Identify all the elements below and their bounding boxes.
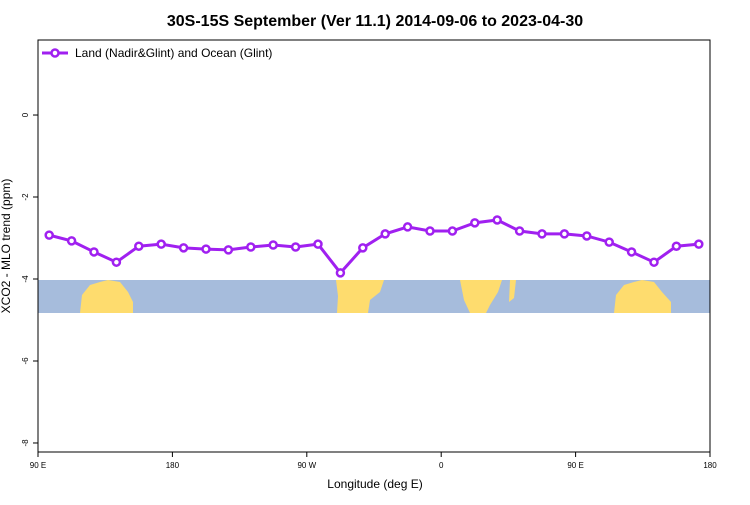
point bbox=[66, 236, 77, 246]
legend-marker bbox=[50, 48, 60, 58]
land bbox=[509, 280, 516, 302]
y-tick-label: -2 bbox=[21, 193, 30, 201]
point bbox=[290, 242, 301, 252]
point bbox=[111, 257, 122, 267]
point bbox=[89, 247, 99, 257]
x-axis-label: Longitude (deg E) bbox=[327, 477, 422, 491]
y-tick-label: 0 bbox=[21, 112, 30, 117]
point bbox=[178, 243, 189, 253]
land bbox=[460, 280, 502, 313]
point bbox=[604, 237, 614, 247]
point bbox=[649, 257, 659, 267]
point bbox=[559, 229, 570, 239]
point bbox=[156, 239, 166, 249]
map-strip bbox=[38, 280, 710, 313]
point bbox=[470, 218, 480, 228]
y-tick-label: -4 bbox=[21, 275, 30, 283]
point bbox=[694, 239, 704, 249]
point bbox=[246, 242, 256, 252]
point bbox=[492, 215, 502, 225]
point bbox=[671, 241, 682, 251]
x-tick-label: 0 bbox=[439, 461, 444, 470]
point bbox=[44, 230, 54, 240]
point bbox=[447, 226, 458, 236]
land bbox=[614, 280, 671, 313]
point bbox=[402, 222, 413, 232]
point bbox=[380, 229, 390, 239]
x-tick-label: 90 E bbox=[567, 461, 583, 470]
point bbox=[313, 239, 323, 249]
point bbox=[268, 240, 278, 250]
land bbox=[80, 280, 133, 313]
y-tick-label: -6 bbox=[21, 357, 30, 365]
point bbox=[514, 226, 525, 236]
series-line bbox=[48, 218, 699, 276]
x-tick-label: 180 bbox=[703, 461, 717, 470]
point bbox=[626, 247, 637, 257]
point bbox=[537, 229, 547, 239]
point bbox=[425, 226, 435, 236]
point bbox=[134, 241, 144, 251]
chart-title: 30S-15S September (Ver 11.1) 2014-09-06 … bbox=[167, 13, 583, 30]
point bbox=[223, 245, 234, 255]
point bbox=[335, 268, 346, 278]
y-tick-label: -8 bbox=[21, 439, 30, 447]
x-tick-label: 180 bbox=[166, 461, 180, 470]
land bbox=[336, 280, 384, 313]
point bbox=[201, 244, 211, 254]
x-tick-label: 90 E bbox=[30, 461, 46, 470]
point bbox=[358, 243, 368, 253]
y-axis-label: XCO2 - MLO trend (ppm) bbox=[0, 179, 13, 314]
point bbox=[582, 231, 592, 241]
legend-label: Land (Nadir&Glint) and Ocean (Glint) bbox=[75, 46, 272, 60]
plot-frame bbox=[37, 39, 711, 453]
x-tick-label: 90 W bbox=[297, 461, 316, 470]
